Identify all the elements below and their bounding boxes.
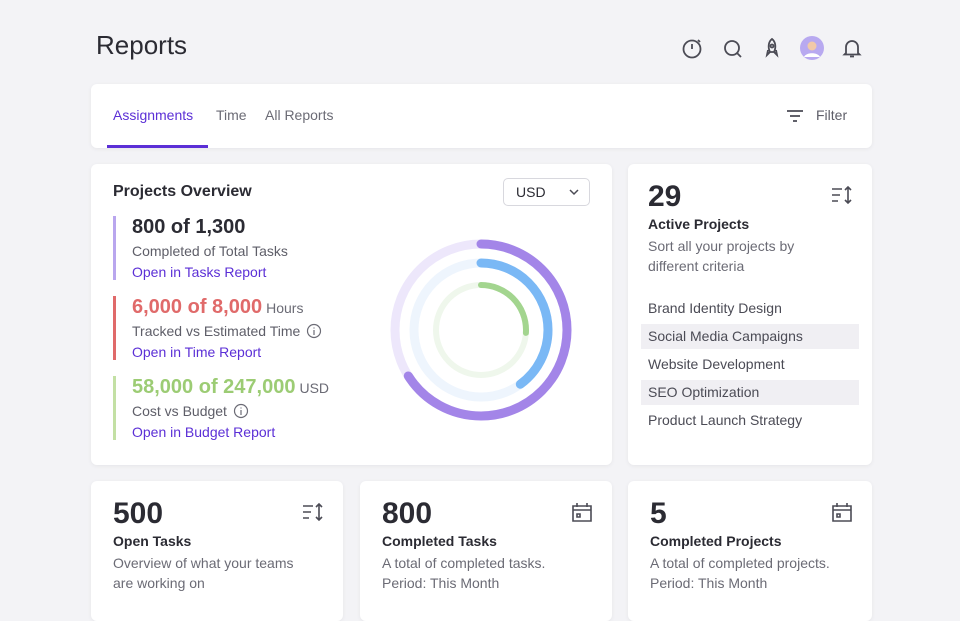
description: Sort all your projects by different crit… (648, 238, 795, 274)
ring-progress (390, 239, 572, 421)
card-title: Completed Projects (650, 533, 782, 549)
project-item[interactable]: Website Development (648, 356, 785, 372)
info-icon (233, 403, 249, 419)
metric: 58,000 of 247,000 USD Cost vs Budget Open i… (113, 376, 392, 440)
bell-icon[interactable] (840, 36, 864, 60)
icon-shape (832, 503, 852, 522)
count: 29 (648, 180, 682, 213)
filter-icon (787, 110, 803, 122)
stat-content: 5 Completed Projects A total of completed … (650, 497, 850, 593)
metric: 6,000 of 8,000 Hours Tracked vs Estimated … (113, 296, 392, 360)
page: Reports Assignments Time All Reports Fil… (91, 30, 872, 621)
metric-value-text: 800 of 1,300 (132, 216, 246, 238)
report-link[interactable]: Open in Budget Report (132, 424, 276, 440)
metric-label-text: Completed of Total Tasks (132, 243, 288, 259)
sort-icon[interactable] (301, 501, 325, 523)
card-title: Completed Tasks (382, 533, 497, 549)
sort-icon[interactable] (830, 184, 854, 206)
tab[interactable]: Assignments (113, 107, 194, 123)
description: Overview of what your teams are working … (113, 555, 294, 591)
overview-card: Projects Overview USD 800 of 1,300 Comple… (91, 164, 612, 465)
calendar-icon[interactable] (570, 501, 594, 523)
ring-progress (409, 258, 553, 402)
info-circle (307, 323, 322, 339)
metric: 800 of 1,300 Completed of Total Tasks Open… (113, 216, 392, 280)
report-link[interactable]: Open in Tasks Report (132, 264, 267, 280)
stat-content: 800 Completed Tasks A total of completed t… (382, 497, 582, 593)
metric-value: 58,000 of 247,000 USD (132, 376, 392, 399)
card-title: Projects Overview (113, 183, 252, 200)
metric-label: Completed of Total Tasks (132, 243, 392, 259)
card-title: Open Tasks (113, 533, 192, 549)
stat-content: 500 Open Tasks Overview of what your teams… (113, 497, 313, 593)
info-circle (233, 403, 249, 419)
project-item[interactable]: SEO Optimization (641, 380, 859, 405)
project-item[interactable]: Product Launch Strategy (648, 412, 803, 428)
period: Period: This Month (650, 575, 768, 591)
metric-label-text: Tracked vs Estimated Time (132, 323, 301, 339)
count: 5 (650, 497, 667, 530)
report-link[interactable]: Open in Time Report (132, 344, 262, 360)
metric-unit: USD (299, 380, 330, 396)
timer-icon[interactable] (680, 36, 704, 60)
avatar[interactable] (800, 36, 824, 60)
search-icon[interactable] (721, 37, 745, 61)
currency-value: USD (516, 184, 546, 200)
project-item[interactable]: Brand Identity Design (648, 300, 782, 316)
metric-label-text: Cost vs Budget (132, 403, 227, 419)
metric-value-text: 58,000 of 247,000 (132, 376, 296, 398)
stat-card: 800 Completed Tasks A total of completed t… (360, 481, 612, 621)
project-list: Brand Identity Design Social Media Campai… (641, 296, 859, 436)
icon-shape (303, 502, 323, 522)
metric-unit: Hours (266, 300, 304, 316)
tab[interactable]: Time (216, 107, 247, 123)
info-icon (307, 323, 322, 339)
count: 500 (113, 497, 164, 530)
progress-rings (390, 239, 572, 421)
stat-card: 500 Open Tasks Overview of what your teams… (91, 481, 343, 621)
icon-shape (572, 503, 592, 522)
ring-progress (433, 282, 529, 378)
active-tab-indicator (107, 145, 208, 148)
metric-label: Tracked vs Estimated Time (132, 323, 392, 339)
rocket-icon[interactable] (760, 36, 784, 60)
filter-button[interactable]: Filter (816, 107, 848, 123)
count: 800 (382, 497, 433, 530)
tab[interactable]: All Reports (265, 107, 334, 123)
metric-value: 800 of 1,300 (132, 216, 392, 239)
tabs-bar: Assignments Time All Reports Filter (91, 84, 872, 148)
active-projects-card: 29 Active Projects Sort all your project… (628, 164, 872, 465)
stat-card: 5 Completed Projects A total of completed … (628, 481, 872, 621)
metric-label: Cost vs Budget (132, 403, 392, 419)
description: A total of completed tasks. (382, 555, 546, 571)
metric-value: 6,000 of 8,000 Hours (132, 296, 392, 319)
chevron (569, 189, 579, 196)
description: A total of completed projects. (650, 555, 830, 571)
metric-value-text: 6,000 of 8,000 (132, 296, 263, 318)
calendar-icon[interactable] (830, 501, 854, 523)
card-title: Active Projects (648, 216, 750, 232)
period: Period: This Month (382, 575, 500, 591)
page-title: Reports (96, 30, 188, 60)
currency-select[interactable]: USD (503, 178, 590, 206)
project-item[interactable]: Social Media Campaigns (641, 324, 859, 349)
